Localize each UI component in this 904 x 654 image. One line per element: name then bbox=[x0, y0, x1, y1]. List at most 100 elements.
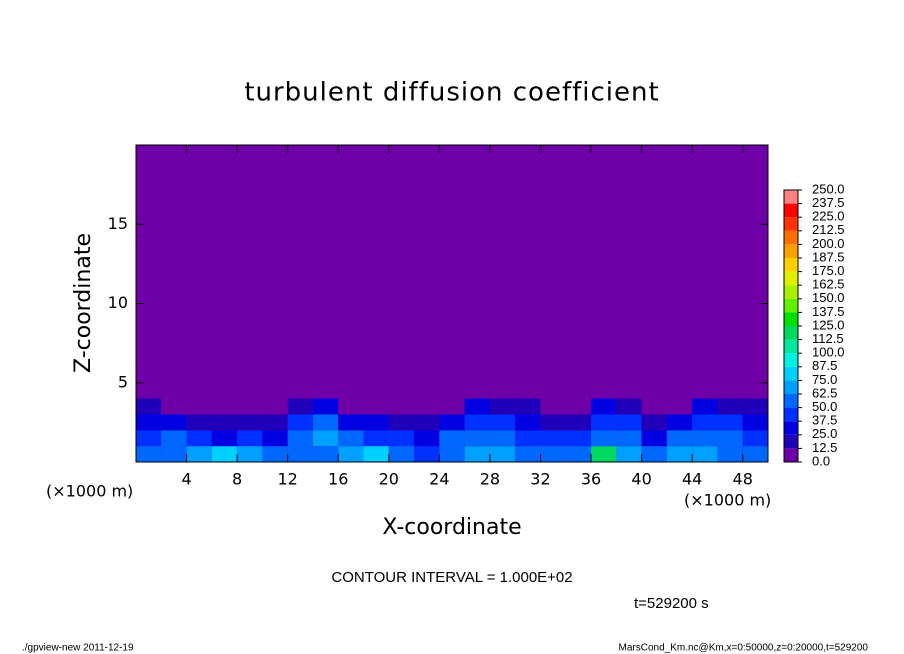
colorbar-label: 25.0 bbox=[812, 426, 837, 441]
colorbar-segment bbox=[784, 380, 798, 394]
heatmap-cell bbox=[262, 430, 288, 447]
heatmap-cell bbox=[312, 430, 339, 447]
heatmap-cell bbox=[565, 414, 592, 431]
footer-left: ./gpview-new 2011-12-19 bbox=[22, 643, 134, 654]
heatmap-cell bbox=[414, 414, 440, 431]
heatmap-cell bbox=[616, 398, 642, 415]
heatmap-cell bbox=[237, 430, 263, 447]
colorbar-label: 250.0 bbox=[812, 181, 845, 196]
heatmap-cell bbox=[641, 430, 667, 447]
heatmap-cell bbox=[666, 414, 693, 431]
heatmap-cell bbox=[464, 398, 490, 415]
heatmap-cell bbox=[692, 446, 718, 462]
heatmap-cell bbox=[515, 446, 541, 462]
heatmap-cell bbox=[717, 446, 743, 462]
heatmap-cell bbox=[616, 430, 642, 447]
heatmap-cell bbox=[262, 414, 288, 431]
time-label: t=529200 s bbox=[634, 595, 709, 612]
colorbar-label: 62.5 bbox=[812, 385, 837, 400]
heatmap-cell bbox=[287, 414, 313, 431]
heatmap-cell bbox=[489, 430, 516, 447]
x-tick-label: 40 bbox=[631, 470, 651, 489]
colorbar-label: 125.0 bbox=[812, 317, 845, 332]
colorbar-label: 87.5 bbox=[812, 358, 837, 373]
heatmap-cell bbox=[211, 414, 238, 431]
heatmap-cell bbox=[641, 446, 667, 462]
heatmap-cell bbox=[439, 430, 465, 447]
heatmap-cell bbox=[338, 414, 364, 431]
colorbar-label: 12.5 bbox=[812, 440, 837, 455]
heatmap-cell bbox=[641, 398, 667, 415]
heatmap-cell bbox=[489, 398, 516, 415]
heatmap-cell bbox=[540, 414, 566, 431]
heatmap-cell bbox=[565, 398, 592, 415]
annotation: CONTOUR INTERVAL = 1.000E+02 bbox=[331, 569, 572, 586]
colorbar-label: 175.0 bbox=[812, 263, 845, 278]
heatmap-cell bbox=[262, 446, 288, 462]
x-tick-label: 44 bbox=[682, 470, 702, 489]
heatmap-cell bbox=[464, 430, 490, 447]
heatmap-cell bbox=[692, 398, 718, 415]
heatmap-cell bbox=[692, 430, 718, 447]
colorbar-segment bbox=[784, 421, 798, 435]
colorbar-segment bbox=[784, 271, 798, 286]
heatmap-cell bbox=[388, 446, 415, 462]
heatmap-cell bbox=[414, 446, 440, 462]
heatmap-cell bbox=[464, 414, 490, 431]
heatmap-cell bbox=[312, 398, 339, 415]
x-tick-label: 32 bbox=[530, 470, 550, 489]
heatmap-cell bbox=[237, 414, 263, 431]
x-tick-label: 12 bbox=[278, 470, 298, 489]
heatmap-cell bbox=[161, 398, 187, 415]
heatmap-cell bbox=[136, 414, 162, 431]
heatmap-cell bbox=[237, 398, 263, 415]
heatmap-cell bbox=[591, 446, 617, 462]
x-tick-label: 16 bbox=[328, 470, 348, 489]
x-tick-label: 24 bbox=[429, 470, 449, 489]
colorbar-segment bbox=[784, 230, 798, 245]
footer-right: MarsCond_Km.nc@Km,x=0:50000,z=0:20000,t=… bbox=[619, 643, 869, 654]
heatmap-cell bbox=[565, 430, 592, 447]
heatmap-cell bbox=[540, 430, 566, 447]
heatmap-cell bbox=[439, 414, 465, 431]
colorbar-segment bbox=[784, 244, 798, 258]
heatmap-cell bbox=[616, 446, 642, 462]
heatmap-cell bbox=[338, 446, 364, 462]
colorbar-label: 37.5 bbox=[812, 413, 837, 428]
heatmap-cell bbox=[161, 430, 187, 447]
colorbar-segment bbox=[784, 339, 798, 354]
heatmap-cell bbox=[287, 446, 313, 462]
heatmap-cell bbox=[742, 446, 768, 462]
colorbar-segment bbox=[784, 326, 798, 340]
colorbar-segment bbox=[784, 203, 798, 218]
heatmap-cell bbox=[742, 414, 768, 431]
heatmap-cell bbox=[666, 398, 693, 415]
colorbar-segment bbox=[784, 298, 798, 313]
colorbar-label: 212.5 bbox=[812, 222, 845, 237]
heatmap-cell bbox=[363, 446, 389, 462]
x-tick-label: 28 bbox=[480, 470, 500, 489]
heatmap-cell bbox=[591, 430, 617, 447]
heatmap-cell bbox=[211, 398, 238, 415]
heatmap-cell bbox=[388, 414, 415, 431]
heatmap-cell bbox=[591, 398, 617, 415]
x-tick-label: 36 bbox=[581, 470, 601, 489]
colorbar-segment bbox=[784, 394, 798, 408]
colorbar-segment bbox=[784, 190, 798, 204]
heatmap-cell bbox=[186, 414, 212, 431]
heatmap-cell bbox=[186, 398, 212, 415]
x-unit-right: (×1000 m) bbox=[684, 491, 771, 510]
heatmap-cell bbox=[136, 446, 162, 462]
heatmap-cell bbox=[211, 446, 238, 462]
colorbar-label: 225.0 bbox=[812, 209, 845, 224]
heatmap-cell bbox=[161, 446, 187, 462]
y-tick-label: 15 bbox=[108, 214, 128, 233]
heatmap-cell bbox=[388, 398, 415, 415]
colorbar-segment bbox=[784, 407, 798, 422]
heatmap-cell bbox=[717, 398, 743, 415]
colorbar-label: 75.0 bbox=[812, 372, 837, 387]
colorbar-segment bbox=[784, 258, 798, 272]
y-tick-label: 10 bbox=[108, 293, 128, 312]
colorbar-label: 50.0 bbox=[812, 399, 837, 414]
